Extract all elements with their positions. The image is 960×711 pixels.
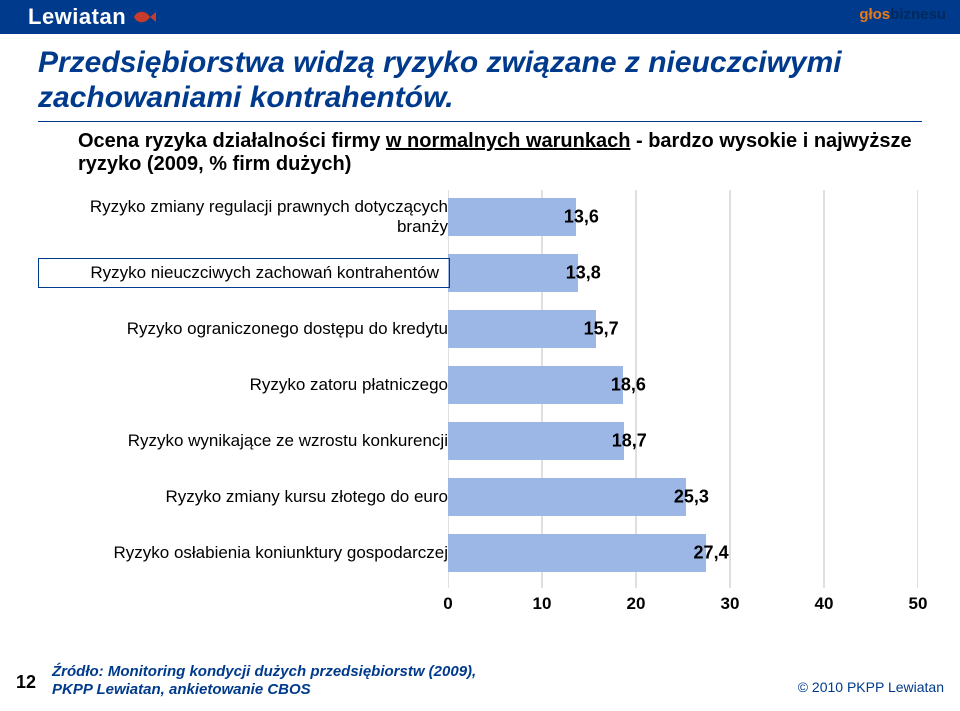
slide-footer: 12 Źródło: Monitoring kondycji dużych pr…	[0, 659, 960, 705]
risk-bar-chart: 0102030405013,613,815,718,618,725,327,4 …	[38, 190, 922, 622]
category-label: Ryzyko zmiany regulacji prawnych dotyczą…	[38, 197, 460, 236]
x-axis-tick: 0	[443, 594, 452, 614]
category-label: Ryzyko ograniczonego dostępu do kredytu	[38, 319, 460, 339]
chart-row: Ryzyko zatoru płatniczego	[38, 362, 922, 408]
title-rule	[38, 121, 922, 122]
category-label: Ryzyko wynikające ze wzrostu konkurencji	[38, 431, 460, 451]
brand-name: Lewiatan	[28, 4, 126, 30]
header-band: Lewiatan	[0, 0, 960, 34]
source-line2: PKPP Lewiatan, ankietowanie CBOS	[52, 681, 311, 698]
page-number: 12	[16, 672, 36, 693]
source-line1: Źródło: Monitoring kondycji dużych przed…	[52, 663, 476, 680]
category-label: Ryzyko nieuczciwych zachowań kontrahentó…	[38, 258, 450, 288]
chart-row: Ryzyko zmiany kursu złotego do euro	[38, 474, 922, 520]
subtitle-pre: Ocena ryzyka działalności firmy	[78, 130, 386, 152]
glos-part2: biznesu	[890, 6, 946, 23]
category-label: Ryzyko zatoru płatniczego	[38, 375, 460, 395]
category-label: Ryzyko zmiany kursu złotego do euro	[38, 487, 460, 507]
source-citation: Źródło: Monitoring kondycji dużych przed…	[52, 663, 476, 699]
brand-block: Lewiatan	[0, 4, 156, 30]
glos-part1: głos	[859, 6, 890, 23]
x-axis-tick: 50	[909, 594, 928, 614]
subtitle-under: w normalnych warunkach	[386, 130, 631, 152]
chart-row: Ryzyko ograniczonego dostępu do kredytu	[38, 306, 922, 352]
category-label: Ryzyko osłabienia koniunktury gospodarcz…	[38, 543, 460, 563]
slide-subtitle: Ocena ryzyka działalności firmy w normal…	[78, 130, 922, 176]
chart-row: Ryzyko nieuczciwych zachowań kontrahentó…	[38, 250, 922, 296]
brand-fish-icon	[132, 6, 156, 28]
chart-row: Ryzyko osłabienia koniunktury gospodarcz…	[38, 530, 922, 576]
x-axis-tick: 40	[815, 594, 834, 614]
slide-title: Przedsiębiorstwa widzą ryzyko związane z…	[38, 46, 922, 115]
x-axis-tick: 10	[533, 594, 552, 614]
chart-row: Ryzyko zmiany regulacji prawnych dotyczą…	[38, 194, 922, 240]
slide-content: Przedsiębiorstwa widzą ryzyko związane z…	[38, 46, 922, 622]
x-axis-tick: 30	[721, 594, 740, 614]
glosbiznesu-logo: głosbiznesu	[859, 6, 946, 23]
chart-row: Ryzyko wynikające ze wzrostu konkurencji	[38, 418, 922, 464]
x-axis-tick: 20	[627, 594, 646, 614]
copyright-line: © 2010 PKPP Lewiatan	[798, 679, 944, 695]
